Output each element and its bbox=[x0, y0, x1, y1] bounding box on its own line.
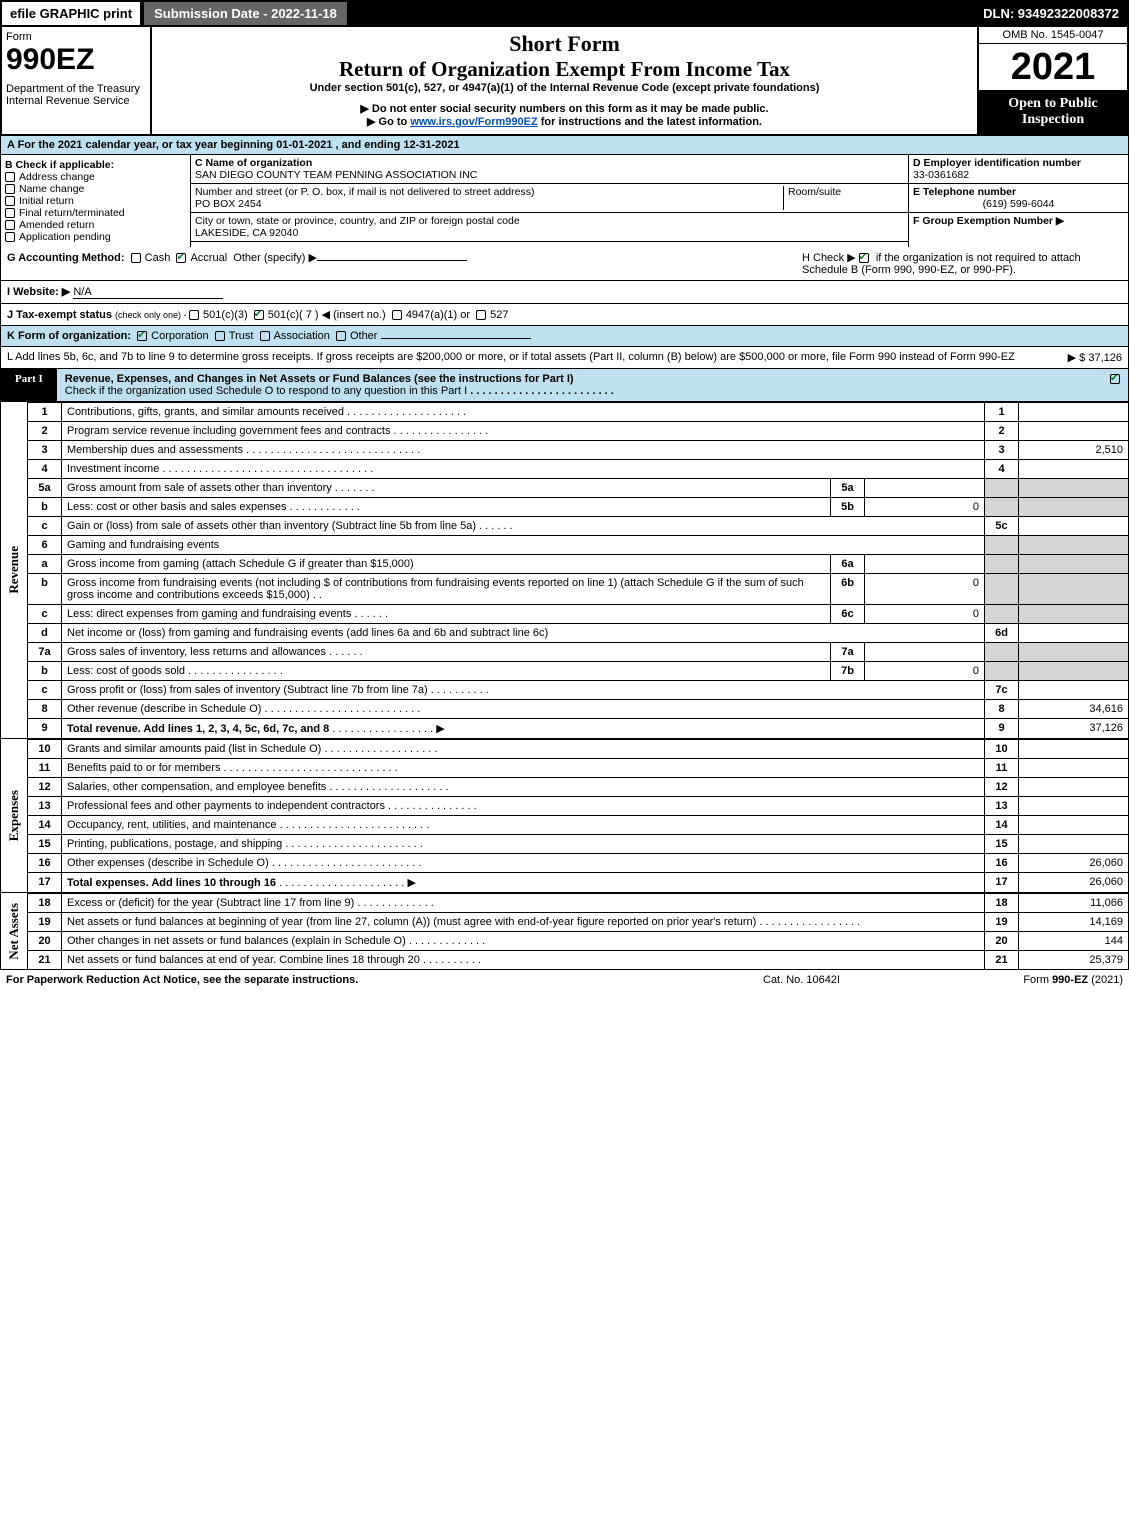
c-name-label: C Name of organization bbox=[195, 157, 312, 169]
row-a-calendar-year: A For the 2021 calendar year, or tax yea… bbox=[0, 136, 1129, 155]
ein-value: 33-0361682 bbox=[913, 169, 969, 181]
goto-link[interactable]: www.irs.gov/Form990EZ bbox=[410, 116, 537, 128]
k-trust-chk[interactable] bbox=[215, 331, 225, 341]
part1-checkline: Check if the organization used Schedule … bbox=[65, 385, 467, 397]
header-right: OMB No. 1545-0047 2021 Open to Public In… bbox=[977, 27, 1127, 134]
tax-year: 2021 bbox=[979, 44, 1127, 90]
k-assoc-chk[interactable] bbox=[260, 331, 270, 341]
goto-row: ▶ Go to www.irs.gov/Form990EZ for instru… bbox=[156, 115, 973, 128]
website-value: N/A bbox=[73, 286, 223, 299]
phone-value: (619) 599-6044 bbox=[913, 198, 1124, 210]
f-group-row: F Group Exemption Number ▶ bbox=[909, 213, 1128, 229]
omb-number: OMB No. 1545-0047 bbox=[979, 27, 1127, 44]
l-amount: ▶ $ 37,126 bbox=[1068, 351, 1122, 364]
top-bar: efile GRAPHIC print Submission Date - 20… bbox=[0, 0, 1129, 27]
l-text: L Add lines 5b, 6c, and 7b to line 9 to … bbox=[7, 351, 1060, 363]
j-501c-chk[interactable] bbox=[254, 310, 264, 320]
g-accounting: G Accounting Method: Cash Accrual Other … bbox=[7, 251, 794, 264]
b-item-address[interactable]: Address change bbox=[5, 171, 186, 183]
g-label: G Accounting Method: bbox=[7, 252, 125, 264]
form-header: Form 990EZ Department of the Treasury In… bbox=[0, 27, 1129, 136]
goto-prefix: ▶ Go to bbox=[367, 116, 410, 128]
j-4947-chk[interactable] bbox=[392, 310, 402, 320]
netassets-table: 18Excess or (deficit) for the year (Subt… bbox=[27, 893, 1129, 970]
e-phone-row: E Telephone number (619) 599-6044 bbox=[909, 184, 1128, 213]
j-501c3-chk[interactable] bbox=[189, 310, 199, 320]
paperwork-notice: For Paperwork Reduction Act Notice, see … bbox=[6, 974, 763, 986]
org-city: LAKESIDE, CA 92040 bbox=[195, 227, 298, 239]
row-l-gross-receipts: L Add lines 5b, 6c, and 7b to line 9 to … bbox=[0, 347, 1129, 369]
row-j-tax-exempt: J Tax-exempt status (check only one) - 5… bbox=[0, 304, 1129, 326]
dept-label: Department of the Treasury Internal Reve… bbox=[6, 83, 146, 107]
expenses-table: 10Grants and similar amounts paid (list … bbox=[27, 739, 1129, 893]
header-left: Form 990EZ Department of the Treasury In… bbox=[2, 27, 152, 134]
header-center: Short Form Return of Organization Exempt… bbox=[152, 27, 977, 134]
f-label: F Group Exemption Number ▶ bbox=[913, 215, 1064, 227]
part1-header: Part I Revenue, Expenses, and Changes in… bbox=[0, 369, 1129, 402]
g-accrual-chk[interactable] bbox=[176, 253, 186, 263]
c-city-row: City or town, state or province, country… bbox=[191, 213, 908, 242]
revenue-table: 1Contributions, gifts, grants, and simil… bbox=[27, 402, 1129, 739]
c-name-row: C Name of organization SAN DIEGO COUNTY … bbox=[191, 155, 908, 184]
form-footer: Form 990-EZ (2021) bbox=[963, 974, 1123, 986]
row-i-website: I Website: ▶ N/A bbox=[0, 281, 1129, 304]
e-label: E Telephone number bbox=[913, 186, 1016, 198]
b-item-final[interactable]: Final return/terminated bbox=[5, 207, 186, 219]
form-number: 990EZ bbox=[6, 43, 146, 77]
g-cash-chk[interactable] bbox=[131, 253, 141, 263]
submission-date: Submission Date - 2022-11-18 bbox=[142, 0, 349, 27]
form-word: Form bbox=[6, 31, 146, 43]
k-label: K Form of organization: bbox=[7, 330, 131, 342]
section-bcdef: B Check if applicable: Address change Na… bbox=[0, 155, 1129, 247]
revenue-section: Revenue 1Contributions, gifts, grants, a… bbox=[0, 402, 1129, 739]
cat-no: Cat. No. 10642I bbox=[763, 974, 963, 986]
h-schedule-b: H Check ▶ if the organization is not req… bbox=[802, 251, 1122, 276]
room-suite-label: Room/suite bbox=[784, 186, 904, 210]
goto-tail: for instructions and the latest informat… bbox=[541, 116, 762, 128]
d-ein-row: D Employer identification number 33-0361… bbox=[909, 155, 1128, 184]
c-street-row: Number and street (or P. O. box, if mail… bbox=[191, 184, 908, 213]
part1-check[interactable] bbox=[1110, 374, 1120, 384]
h-chk[interactable] bbox=[859, 253, 869, 263]
netassets-vlabel: Net Assets bbox=[4, 899, 24, 964]
row-gh: G Accounting Method: Cash Accrual Other … bbox=[0, 247, 1129, 281]
b-item-initial[interactable]: Initial return bbox=[5, 195, 186, 207]
b-item-amended[interactable]: Amended return bbox=[5, 219, 186, 231]
col-c: C Name of organization SAN DIEGO COUNTY … bbox=[191, 155, 908, 247]
k-other-chk[interactable] bbox=[336, 331, 346, 341]
b-label: B Check if applicable: bbox=[5, 159, 186, 171]
col-def: D Employer identification number 33-0361… bbox=[908, 155, 1128, 247]
org-street: PO BOX 2454 bbox=[195, 198, 262, 210]
c-street-label: Number and street (or P. O. box, if mail… bbox=[195, 186, 534, 198]
part1-tag: Part I bbox=[1, 369, 57, 401]
page-footer: For Paperwork Reduction Act Notice, see … bbox=[0, 970, 1129, 990]
dln-label: DLN: 93492322008372 bbox=[973, 0, 1129, 27]
open-public-inspection: Open to Public Inspection bbox=[979, 90, 1127, 134]
row-k-form-org: K Form of organization: Corporation Trus… bbox=[0, 326, 1129, 347]
j-small: (check only one) - bbox=[115, 310, 189, 320]
j-label: J Tax-exempt status bbox=[7, 309, 115, 321]
b-item-name[interactable]: Name change bbox=[5, 183, 186, 195]
col-b: B Check if applicable: Address change Na… bbox=[1, 155, 191, 247]
return-title: Return of Organization Exempt From Incom… bbox=[156, 57, 973, 82]
revenue-vlabel: Revenue bbox=[4, 542, 24, 598]
short-form-title: Short Form bbox=[156, 31, 973, 57]
part1-title: Revenue, Expenses, and Changes in Net As… bbox=[57, 369, 1106, 401]
b-item-pending[interactable]: Application pending bbox=[5, 231, 186, 243]
expenses-section: Expenses 10Grants and similar amounts pa… bbox=[0, 739, 1129, 893]
no-ssn-text: ▶ Do not enter social security numbers o… bbox=[156, 102, 973, 115]
under-section-text: Under section 501(c), 527, or 4947(a)(1)… bbox=[156, 82, 973, 94]
expenses-vlabel: Expenses bbox=[4, 786, 24, 845]
d-label: D Employer identification number bbox=[913, 157, 1081, 169]
i-label: I Website: ▶ bbox=[7, 286, 70, 298]
h-pre: H Check ▶ bbox=[802, 252, 856, 264]
org-name: SAN DIEGO COUNTY TEAM PENNING ASSOCIATIO… bbox=[195, 169, 477, 181]
j-527-chk[interactable] bbox=[476, 310, 486, 320]
efile-print-label[interactable]: efile GRAPHIC print bbox=[0, 0, 142, 27]
netassets-section: Net Assets 18Excess or (deficit) for the… bbox=[0, 893, 1129, 970]
k-corp-chk[interactable] bbox=[137, 331, 147, 341]
c-city-label: City or town, state or province, country… bbox=[195, 215, 520, 227]
